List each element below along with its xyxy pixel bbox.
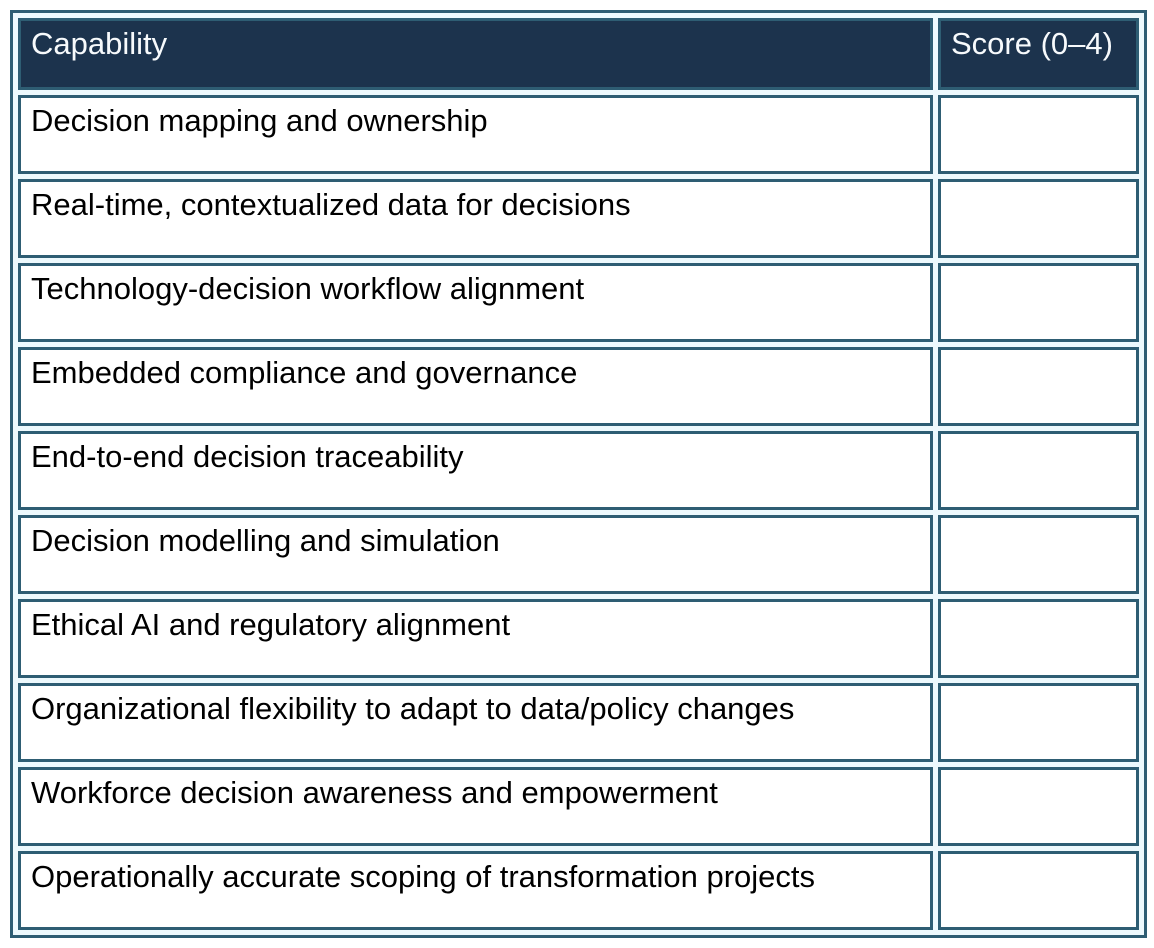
- table-row: Ethical AI and regulatory alignment: [18, 599, 1139, 678]
- score-cell[interactable]: [938, 431, 1139, 510]
- table-row: Workforce decision awareness and empower…: [18, 767, 1139, 846]
- capability-cell: Real-time, contextualized data for decis…: [18, 179, 933, 258]
- table-row: Decision modelling and simulation: [18, 515, 1139, 594]
- capability-cell: Embedded compliance and governance: [18, 347, 933, 426]
- table-row: Operationally accurate scoping of transf…: [18, 851, 1139, 930]
- table-row: End-to-end decision traceability: [18, 431, 1139, 510]
- score-cell[interactable]: [938, 263, 1139, 342]
- score-cell[interactable]: [938, 95, 1139, 174]
- table-row: Decision mapping and ownership: [18, 95, 1139, 174]
- capability-column-header: Capability: [18, 18, 933, 90]
- score-cell[interactable]: [938, 599, 1139, 678]
- capability-cell: End-to-end decision traceability: [18, 431, 933, 510]
- table-row: Embedded compliance and governance: [18, 347, 1139, 426]
- score-column-header: Score (0–4): [938, 18, 1139, 90]
- score-cell[interactable]: [938, 683, 1139, 762]
- capability-cell: Workforce decision awareness and empower…: [18, 767, 933, 846]
- table-row: Organizational flexibility to adapt to d…: [18, 683, 1139, 762]
- score-cell[interactable]: [938, 851, 1139, 930]
- score-cell[interactable]: [938, 767, 1139, 846]
- capability-cell: Organizational flexibility to adapt to d…: [18, 683, 933, 762]
- table-row: Technology-decision workflow alignment: [18, 263, 1139, 342]
- capability-cell: Ethical AI and regulatory alignment: [18, 599, 933, 678]
- header-row: Capability Score (0–4): [18, 18, 1139, 90]
- score-cell[interactable]: [938, 515, 1139, 594]
- score-cell[interactable]: [938, 179, 1139, 258]
- capability-cell: Decision mapping and ownership: [18, 95, 933, 174]
- table-row: Real-time, contextualized data for decis…: [18, 179, 1139, 258]
- score-cell[interactable]: [938, 347, 1139, 426]
- capability-cell: Operationally accurate scoping of transf…: [18, 851, 933, 930]
- capability-cell: Decision modelling and simulation: [18, 515, 933, 594]
- capability-cell: Technology-decision workflow alignment: [18, 263, 933, 342]
- capability-scorecard-table: Capability Score (0–4) Decision mapping …: [10, 10, 1147, 938]
